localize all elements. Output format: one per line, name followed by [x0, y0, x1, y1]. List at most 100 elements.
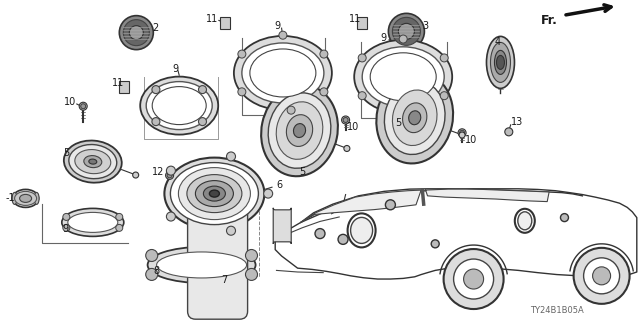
Ellipse shape — [287, 106, 295, 114]
Ellipse shape — [408, 110, 415, 118]
Ellipse shape — [12, 192, 17, 204]
Text: 9: 9 — [173, 64, 179, 74]
Ellipse shape — [351, 217, 372, 244]
Ellipse shape — [164, 157, 264, 230]
Ellipse shape — [63, 224, 70, 231]
Ellipse shape — [198, 117, 207, 125]
Ellipse shape — [179, 168, 250, 220]
Ellipse shape — [246, 268, 257, 280]
Text: 5: 5 — [396, 118, 402, 128]
Text: 8: 8 — [154, 266, 160, 276]
Text: 11: 11 — [349, 13, 361, 24]
Ellipse shape — [276, 102, 323, 159]
Text: 6: 6 — [276, 180, 283, 190]
Ellipse shape — [13, 189, 38, 207]
Ellipse shape — [294, 124, 305, 138]
FancyBboxPatch shape — [118, 81, 129, 93]
Text: 9: 9 — [381, 33, 387, 43]
Ellipse shape — [399, 35, 407, 43]
Ellipse shape — [279, 31, 287, 39]
Circle shape — [132, 172, 139, 178]
Circle shape — [388, 13, 424, 49]
Ellipse shape — [250, 49, 316, 97]
Ellipse shape — [286, 115, 313, 147]
Ellipse shape — [89, 159, 97, 164]
Text: -1: -1 — [5, 193, 15, 203]
Ellipse shape — [146, 82, 212, 130]
Circle shape — [431, 240, 439, 248]
Text: 2: 2 — [152, 23, 159, 33]
Text: 9: 9 — [274, 21, 280, 31]
FancyBboxPatch shape — [273, 208, 291, 244]
Ellipse shape — [227, 152, 236, 161]
Ellipse shape — [320, 88, 328, 96]
Circle shape — [463, 269, 484, 289]
Ellipse shape — [238, 50, 246, 58]
Text: 5: 5 — [63, 148, 69, 158]
Circle shape — [315, 228, 325, 239]
Circle shape — [444, 249, 504, 309]
Ellipse shape — [195, 180, 234, 207]
Ellipse shape — [69, 145, 116, 179]
Ellipse shape — [354, 40, 452, 114]
Ellipse shape — [20, 194, 31, 203]
Polygon shape — [426, 189, 549, 202]
Ellipse shape — [62, 208, 124, 236]
Ellipse shape — [146, 250, 157, 261]
Ellipse shape — [392, 90, 437, 146]
Ellipse shape — [34, 192, 39, 204]
Ellipse shape — [170, 163, 259, 225]
Text: 10: 10 — [347, 122, 359, 132]
Ellipse shape — [209, 190, 220, 197]
Text: 11: 11 — [112, 77, 124, 88]
Ellipse shape — [152, 87, 206, 124]
Ellipse shape — [342, 116, 349, 124]
Text: 10: 10 — [465, 135, 477, 145]
Ellipse shape — [486, 36, 515, 88]
Ellipse shape — [343, 117, 348, 123]
Ellipse shape — [358, 54, 366, 62]
Ellipse shape — [227, 226, 236, 235]
Ellipse shape — [146, 268, 157, 280]
Circle shape — [593, 267, 611, 285]
Ellipse shape — [116, 224, 123, 231]
Ellipse shape — [358, 92, 366, 100]
Ellipse shape — [187, 175, 242, 212]
Ellipse shape — [268, 93, 331, 168]
Circle shape — [344, 146, 350, 151]
Circle shape — [392, 17, 420, 45]
Ellipse shape — [348, 213, 376, 247]
Circle shape — [505, 128, 513, 136]
Ellipse shape — [440, 92, 448, 100]
Circle shape — [584, 258, 620, 294]
Ellipse shape — [403, 103, 427, 133]
Ellipse shape — [261, 85, 338, 176]
Ellipse shape — [140, 76, 218, 135]
Text: 13: 13 — [511, 116, 523, 127]
Ellipse shape — [63, 213, 70, 220]
Ellipse shape — [518, 212, 532, 230]
Ellipse shape — [515, 209, 535, 233]
Polygon shape — [301, 190, 421, 222]
Text: 11: 11 — [206, 13, 218, 24]
Ellipse shape — [157, 252, 246, 278]
Ellipse shape — [15, 191, 36, 205]
Ellipse shape — [198, 85, 207, 93]
FancyBboxPatch shape — [188, 203, 248, 319]
Circle shape — [561, 214, 568, 222]
FancyBboxPatch shape — [220, 17, 230, 29]
Ellipse shape — [116, 213, 123, 220]
Text: 3: 3 — [422, 21, 429, 31]
Ellipse shape — [166, 172, 173, 179]
Text: 5: 5 — [299, 167, 305, 177]
Ellipse shape — [204, 186, 225, 201]
Ellipse shape — [148, 247, 255, 283]
Text: 4: 4 — [494, 36, 500, 47]
Ellipse shape — [370, 53, 436, 101]
Ellipse shape — [152, 117, 160, 125]
Text: 7: 7 — [221, 275, 227, 285]
Ellipse shape — [64, 140, 122, 183]
Ellipse shape — [458, 129, 466, 137]
Ellipse shape — [152, 86, 160, 93]
Text: Fr.: Fr. — [541, 14, 558, 27]
